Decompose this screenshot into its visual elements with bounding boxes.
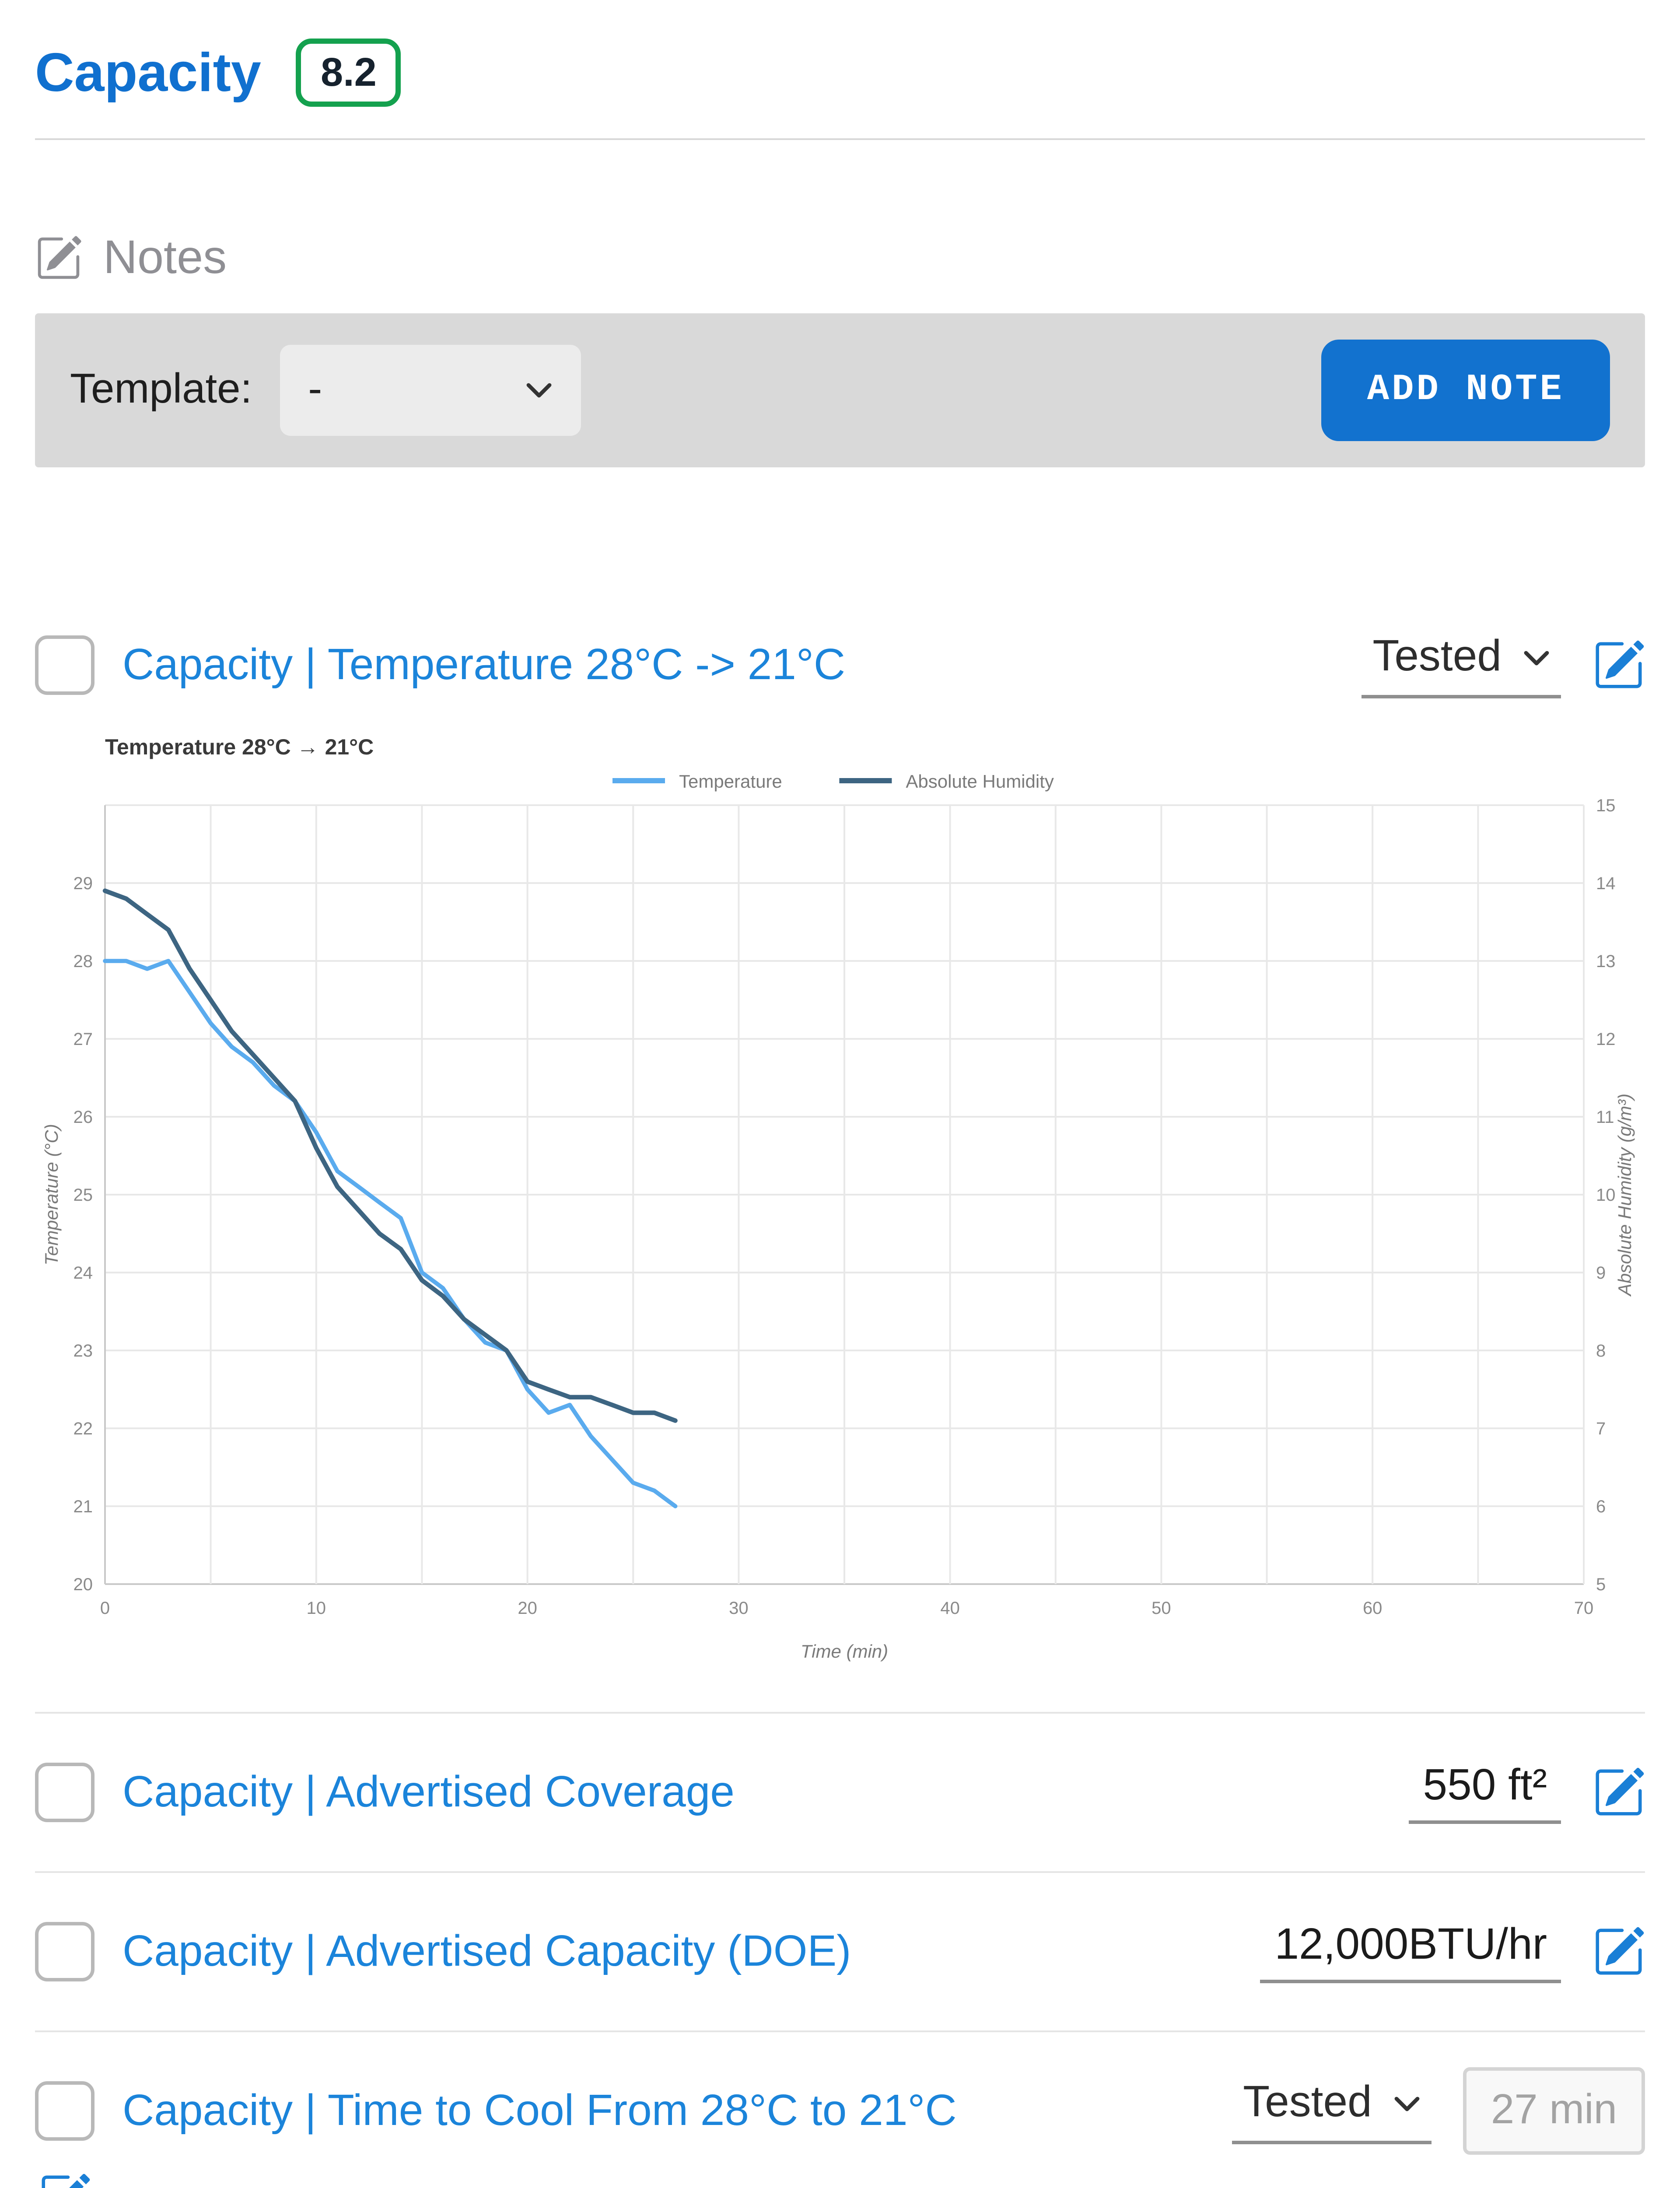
status-dropdown[interactable]: Tested: [1362, 632, 1561, 698]
attribute-link[interactable]: Capacity | Time to Cool From 28°C to 21°…: [122, 2086, 957, 2135]
svg-text:Absolute Humidity (g/m³): Absolute Humidity (g/m³): [1614, 1094, 1635, 1297]
chevron-down-icon: [1522, 643, 1550, 671]
svg-text:28: 28: [74, 952, 93, 971]
svg-text:10: 10: [307, 1599, 326, 1618]
row-controls: Tested: [1362, 632, 1645, 698]
row-checkbox[interactable]: [35, 635, 94, 695]
svg-text:Time (min): Time (min): [801, 1641, 888, 1662]
value-field[interactable]: 550 ft²: [1409, 1761, 1561, 1824]
template-label: Template:: [70, 366, 252, 413]
edit-icon: [1592, 639, 1645, 691]
svg-text:20: 20: [74, 1575, 93, 1594]
svg-text:11: 11: [1596, 1108, 1614, 1127]
attribute-link[interactable]: Capacity | Advertised Coverage: [122, 1767, 735, 1816]
value-box: 27 min: [1463, 2067, 1645, 2155]
add-note-button[interactable]: ADD NOTE: [1321, 340, 1610, 441]
page-title: Capacity: [35, 41, 261, 102]
svg-text:70: 70: [1574, 1599, 1594, 1618]
svg-text:13: 13: [1596, 952, 1616, 971]
svg-text:23: 23: [74, 1341, 93, 1360]
attribute-row-advertised-capacity: Capacity | Advertised Capacity (DOE) 12,…: [35, 1871, 1645, 2030]
edit-button[interactable]: [1592, 1766, 1645, 1819]
attribute-row-advertised-coverage: Capacity | Advertised Coverage 550 ft²: [35, 1712, 1645, 1871]
notes-section: Notes Template: - ADD NOTE: [35, 231, 1645, 467]
edit-icon: [1592, 1766, 1645, 1819]
svg-text:30: 30: [729, 1599, 749, 1618]
svg-text:Temperature (°C): Temperature (°C): [41, 1124, 62, 1265]
header-divider: [35, 138, 1645, 140]
svg-text:10: 10: [1596, 1185, 1616, 1205]
svg-text:Absolute Humidity: Absolute Humidity: [906, 771, 1054, 792]
notes-header: Notes: [35, 231, 1645, 285]
edit-button[interactable]: [1592, 639, 1645, 691]
status-dropdown[interactable]: Tested: [1232, 2078, 1432, 2144]
svg-text:Temperature: Temperature: [679, 771, 782, 792]
edit-icon: [1592, 1925, 1645, 1978]
row-checkbox[interactable]: [35, 1922, 94, 1981]
row-checkbox[interactable]: [35, 2081, 94, 2141]
svg-text:50: 50: [1152, 1599, 1171, 1618]
attribute-row-temperature: Capacity | Temperature 28°C -> 21°C Test…: [35, 621, 1645, 709]
status-value: Tested: [1243, 2078, 1372, 2127]
row-checkbox[interactable]: [35, 1763, 94, 1822]
svg-text:14: 14: [1596, 874, 1616, 893]
svg-text:5: 5: [1596, 1575, 1606, 1594]
svg-text:24: 24: [74, 1263, 93, 1283]
svg-text:22: 22: [74, 1419, 93, 1438]
attribute-row-time-to-cool: Capacity | Time to Cool From 28°C to 21°…: [35, 2030, 1645, 2188]
temperature-test-section: Capacity | Temperature 28°C -> 21°C Test…: [35, 621, 1645, 1680]
svg-text:7: 7: [1596, 1419, 1606, 1438]
notes-label: Notes: [103, 231, 227, 284]
status-value: Tested: [1372, 632, 1502, 681]
capacity-chart: 20 21 22 23 24 25 26 27 28 29 5 6 7 8 9 10 11 12 13 14 15 0 10…: [41, 735, 1635, 1662]
edit-button[interactable]: [38, 2172, 91, 2188]
value-field[interactable]: 12,000BTU/hr: [1260, 1920, 1561, 1983]
attribute-link[interactable]: Capacity | Advertised Capacity (DOE): [122, 1926, 851, 1975]
svg-text:25: 25: [74, 1185, 93, 1205]
attribute-link-temperature[interactable]: Capacity | Temperature 28°C -> 21°C: [122, 640, 846, 689]
svg-text:8: 8: [1596, 1341, 1606, 1360]
notes-toolbar: Template: - ADD NOTE: [35, 313, 1645, 467]
svg-text:29: 29: [74, 874, 93, 893]
notes-edit-icon: [35, 235, 82, 282]
chart-container: 20 21 22 23 24 25 26 27 28 29 5 6 7 8 9 10 11 12 13 14 15 0 10…: [35, 726, 1645, 1680]
svg-text:12: 12: [1596, 1030, 1616, 1049]
svg-text:6: 6: [1596, 1497, 1606, 1516]
edit-button[interactable]: [1592, 1925, 1645, 1978]
svg-text:21: 21: [74, 1497, 93, 1516]
chevron-down-icon: [525, 376, 553, 404]
svg-text:26: 26: [74, 1108, 93, 1127]
template-selected-value: -: [308, 366, 322, 413]
score-badge: 8.2: [296, 39, 401, 107]
svg-text:15: 15: [1596, 796, 1616, 815]
page-header: Capacity 8.2: [35, 0, 1645, 107]
svg-text:20: 20: [518, 1599, 537, 1618]
attribute-list: Capacity | Advertised Coverage 550 ft² C…: [35, 1712, 1645, 2188]
template-dropdown[interactable]: -: [280, 345, 581, 436]
svg-text:9: 9: [1596, 1263, 1606, 1283]
svg-text:Temperature 28°C → 21°C: Temperature 28°C → 21°C: [105, 735, 374, 759]
svg-text:0: 0: [100, 1599, 110, 1618]
svg-text:27: 27: [74, 1030, 93, 1049]
svg-text:40: 40: [940, 1599, 960, 1618]
chevron-down-icon: [1393, 2089, 1421, 2117]
svg-text:60: 60: [1363, 1599, 1382, 1618]
edit-icon: [38, 2172, 91, 2188]
